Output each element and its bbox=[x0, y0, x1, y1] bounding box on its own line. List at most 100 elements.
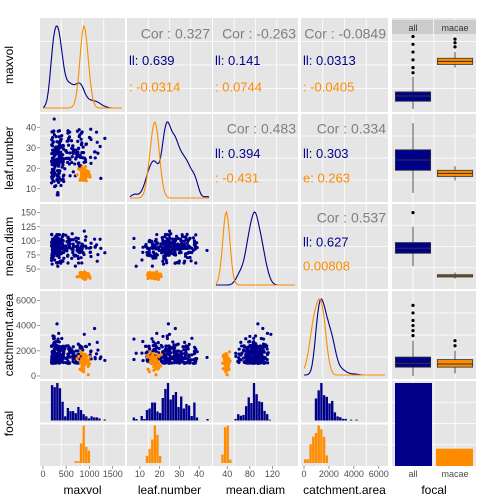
scatter-point bbox=[84, 273, 89, 277]
scatter-point bbox=[188, 245, 192, 249]
scatter-point bbox=[174, 352, 178, 356]
scatter-point bbox=[57, 253, 61, 257]
x-axis-title: mean.diam bbox=[226, 483, 285, 497]
y-tick-label: 6000 bbox=[16, 295, 36, 305]
box-outlier bbox=[411, 311, 415, 315]
histogram-bar-macae bbox=[322, 436, 326, 463]
scatter-point bbox=[83, 361, 87, 365]
scatter-point bbox=[82, 332, 86, 336]
scatter-point bbox=[151, 243, 155, 248]
scatter-point bbox=[81, 243, 85, 247]
scatter-point bbox=[145, 245, 149, 250]
histogram-bar-all bbox=[50, 385, 54, 421]
scatter-point bbox=[158, 363, 162, 367]
scatter-point bbox=[183, 355, 187, 359]
scatter-point bbox=[87, 274, 92, 278]
histogram-bar-macae bbox=[320, 429, 323, 463]
scatter-point bbox=[190, 336, 194, 340]
scatter-point bbox=[70, 232, 74, 236]
scatter-point bbox=[69, 238, 74, 242]
histogram-bar-macae bbox=[79, 443, 83, 463]
histogram-bar-all bbox=[339, 417, 342, 421]
scatter-point bbox=[141, 358, 145, 363]
scatter-point bbox=[61, 352, 65, 357]
x-tick-label: macae bbox=[441, 469, 468, 479]
scatter-point bbox=[159, 343, 163, 348]
scatter-point bbox=[60, 156, 65, 160]
scatter-point bbox=[156, 360, 160, 364]
histogram-bar-all bbox=[237, 414, 240, 421]
scatter-point bbox=[84, 179, 88, 183]
histogram-bar-macae bbox=[87, 450, 91, 463]
scatter-point bbox=[191, 236, 196, 240]
scatter-point bbox=[51, 173, 55, 177]
x-tick-label: 4000 bbox=[344, 469, 364, 479]
histogram-bar-macae bbox=[148, 448, 151, 463]
histogram-bar-all bbox=[153, 402, 157, 421]
scatter-point bbox=[152, 253, 157, 257]
box-outlier bbox=[411, 211, 415, 215]
histogram-bar-all bbox=[161, 398, 164, 421]
scatter-point bbox=[132, 236, 136, 241]
scatter-point bbox=[50, 151, 54, 156]
histogram-bar-all bbox=[252, 383, 256, 421]
scatter-point bbox=[145, 253, 149, 257]
histogram-bar-all bbox=[58, 388, 62, 421]
scatter-point bbox=[221, 367, 225, 371]
scatter-point bbox=[66, 355, 70, 359]
scatter-point bbox=[68, 151, 72, 155]
density-curve-macae bbox=[43, 24, 122, 109]
scatter-point bbox=[95, 259, 99, 263]
y-tick-label: 4000 bbox=[16, 321, 36, 331]
scatter-point bbox=[237, 347, 241, 351]
scatter-point bbox=[184, 238, 188, 242]
histogram-bar-all bbox=[320, 383, 323, 421]
scatter-point bbox=[177, 349, 181, 353]
scatter-point bbox=[205, 355, 209, 360]
scatter-point bbox=[53, 238, 58, 243]
scatter-point bbox=[167, 332, 172, 336]
histogram-bar-all bbox=[195, 417, 199, 421]
y-axis-title: leaf.number bbox=[2, 126, 16, 189]
scatter-point bbox=[171, 340, 175, 344]
x-axis-title: leaf.number bbox=[138, 483, 201, 497]
scatter-point bbox=[51, 144, 55, 148]
focal-bar-macae bbox=[436, 448, 473, 466]
histogram-bar-all bbox=[174, 392, 178, 421]
scatter-point bbox=[84, 354, 89, 358]
scatter-point bbox=[50, 167, 54, 171]
scatter-point bbox=[184, 350, 188, 355]
scatter-point bbox=[265, 357, 269, 362]
scatter-point bbox=[188, 255, 192, 260]
x-tick-label: 120 bbox=[265, 469, 280, 479]
histogram-bar-macae bbox=[314, 433, 318, 463]
scatter-point bbox=[260, 350, 264, 355]
scatter-point bbox=[263, 344, 267, 348]
scatter-point bbox=[177, 360, 181, 365]
histogram-bar-all bbox=[158, 413, 162, 421]
scatter-point bbox=[92, 326, 97, 331]
scatter-point bbox=[195, 357, 199, 361]
scatter-point bbox=[242, 360, 246, 364]
scatter-point bbox=[165, 249, 170, 254]
scatter-point bbox=[76, 146, 81, 150]
scatter-point bbox=[66, 160, 70, 165]
scatter-point bbox=[252, 336, 256, 340]
scatter-point bbox=[68, 130, 72, 134]
scatter-point bbox=[88, 250, 93, 254]
scatter-point bbox=[82, 160, 86, 164]
scatter-point bbox=[71, 242, 75, 246]
scatter-point bbox=[169, 361, 173, 365]
scatter-point bbox=[155, 331, 159, 335]
scatter-point bbox=[73, 354, 77, 358]
scatter-point bbox=[149, 253, 153, 257]
scatter-point bbox=[82, 274, 86, 278]
scatter-point bbox=[51, 140, 55, 144]
corr-macae: : 0.0744 bbox=[215, 79, 262, 94]
histogram-bar-all bbox=[355, 419, 358, 421]
scatter-point bbox=[227, 350, 232, 354]
scatter-point bbox=[71, 170, 75, 174]
scatter-point bbox=[150, 264, 154, 268]
scatter-point bbox=[70, 256, 74, 260]
